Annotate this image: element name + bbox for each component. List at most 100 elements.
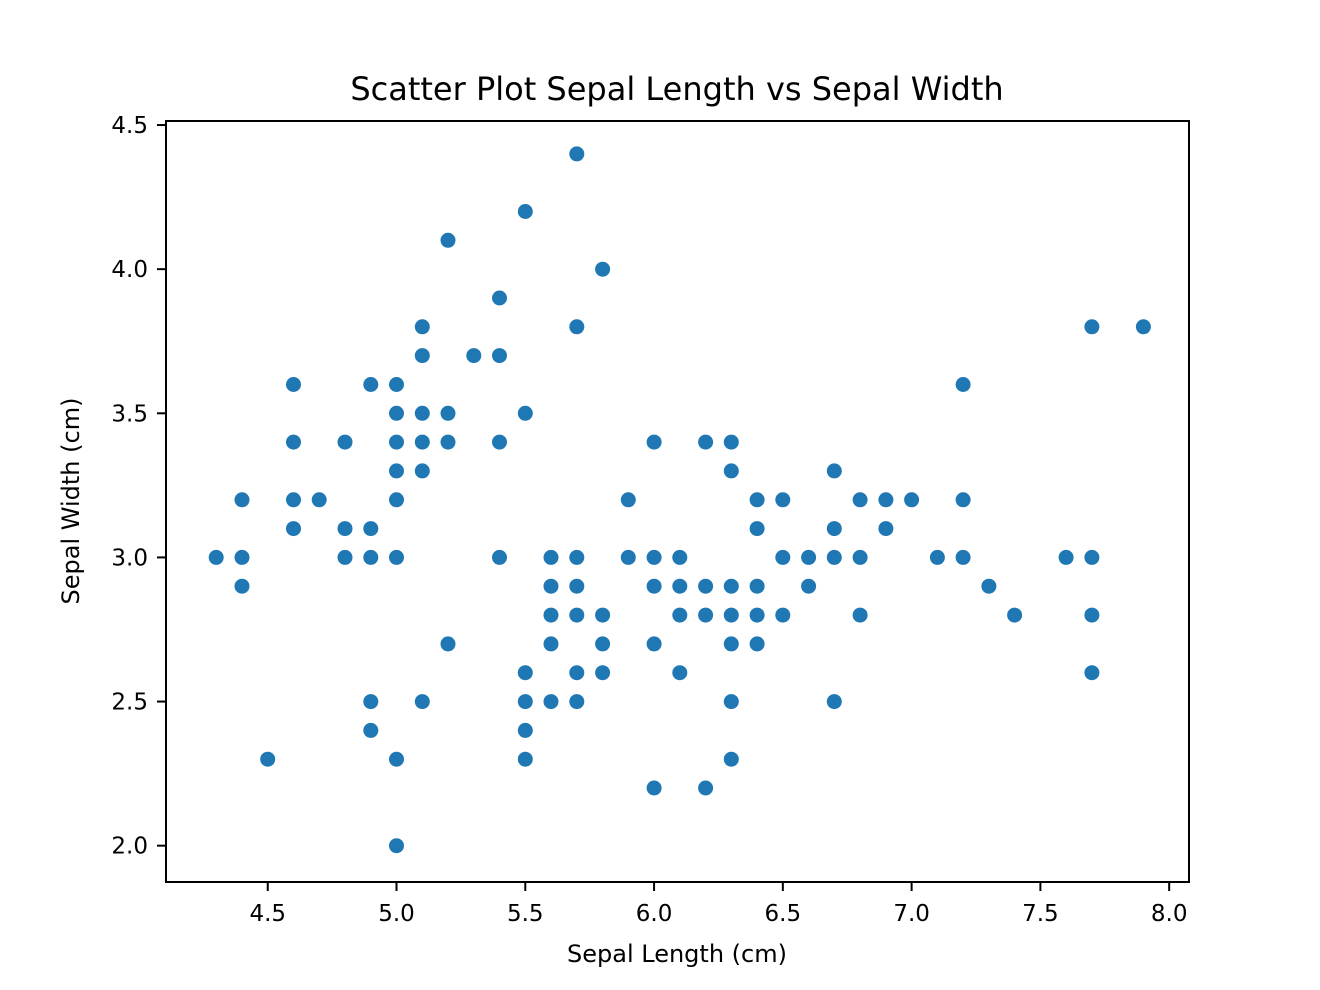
data-point	[286, 377, 301, 392]
data-point	[801, 549, 817, 565]
data-point	[440, 405, 456, 421]
data-point	[363, 549, 379, 565]
data-point	[672, 607, 688, 623]
data-point	[981, 578, 997, 594]
data-point	[749, 607, 765, 623]
data-point	[1007, 607, 1023, 623]
data-point	[414, 348, 430, 364]
y-tick-label: 2.0	[111, 834, 148, 860]
x-tick-label: 4.5	[249, 901, 286, 927]
data-point	[517, 405, 533, 421]
data-point	[543, 607, 559, 623]
data-point	[801, 578, 817, 594]
data-point	[414, 434, 430, 450]
x-tick-label: 6.0	[636, 901, 673, 927]
data-point	[826, 549, 842, 565]
data-point	[517, 694, 533, 710]
data-point	[595, 636, 611, 652]
data-point	[646, 636, 662, 652]
data-point	[723, 434, 739, 450]
data-point	[672, 665, 688, 681]
y-axis-label: Sepal Width (cm)	[57, 398, 85, 605]
data-point	[543, 549, 559, 565]
data-point	[234, 492, 250, 508]
data-point	[852, 492, 868, 508]
data-point	[337, 521, 353, 537]
data-point	[723, 607, 739, 623]
data-point	[723, 578, 739, 594]
data-point	[698, 434, 714, 450]
data-point	[337, 549, 353, 565]
data-point	[569, 578, 585, 594]
data-point	[569, 607, 585, 623]
data-point	[723, 694, 739, 710]
data-point	[698, 607, 714, 623]
data-point	[466, 348, 482, 364]
data-point	[1084, 665, 1100, 681]
data-point	[646, 780, 662, 796]
data-point	[1084, 319, 1100, 335]
data-point	[414, 694, 430, 710]
data-point	[595, 261, 611, 277]
data-point	[672, 549, 688, 565]
axes-frame	[165, 120, 1190, 883]
data-point	[234, 549, 250, 565]
data-point	[1084, 607, 1100, 623]
data-point	[389, 405, 404, 421]
data-point	[620, 492, 636, 508]
data-point	[543, 694, 559, 710]
y-tick-label: 4.5	[111, 113, 148, 139]
data-point	[440, 232, 456, 248]
data-point	[749, 636, 765, 652]
data-point	[517, 665, 533, 681]
y-axis-ticks: 2.0 2.5 3.0 3.5 4.0 4.5	[111, 113, 166, 860]
x-axis-ticks: 4.5 5.0 5.5 6.0 6.5 7.0 7.5 8.0	[249, 882, 1187, 927]
data-point	[363, 377, 379, 392]
data-point	[389, 463, 404, 479]
data-point	[569, 319, 585, 335]
data-point	[1084, 549, 1100, 565]
data-point	[363, 521, 379, 537]
data-point	[569, 694, 585, 710]
data-point	[389, 838, 404, 854]
x-tick-label: 5.0	[378, 901, 415, 927]
data-point	[569, 665, 585, 681]
data-point	[723, 636, 739, 652]
data-point	[414, 319, 430, 335]
data-point	[646, 434, 662, 450]
data-point	[311, 492, 327, 508]
data-point	[775, 549, 791, 565]
data-point	[852, 607, 868, 623]
data-point	[878, 521, 894, 537]
data-point	[337, 434, 353, 450]
data-point	[1058, 549, 1074, 565]
data-point	[389, 751, 404, 767]
data-point	[595, 665, 611, 681]
x-tick-label: 6.5	[765, 901, 802, 927]
y-tick-label: 4.0	[111, 257, 148, 283]
x-tick-label: 8.0	[1151, 901, 1188, 927]
data-point	[620, 549, 636, 565]
x-tick-label: 7.5	[1022, 901, 1059, 927]
data-point	[492, 549, 507, 565]
data-point	[389, 492, 404, 508]
data-point	[517, 204, 533, 219]
data-point	[929, 549, 945, 565]
data-point	[749, 492, 765, 508]
data-point	[414, 405, 430, 421]
data-point	[852, 549, 868, 565]
y-tick-label: 3.0	[111, 545, 148, 571]
data-point	[595, 607, 611, 623]
data-point	[878, 492, 894, 508]
data-point	[749, 521, 765, 537]
data-point	[517, 751, 533, 767]
data-point	[440, 636, 456, 652]
y-tick-label: 2.5	[111, 690, 148, 716]
data-point	[904, 492, 920, 508]
data-point	[646, 578, 662, 594]
data-point	[543, 636, 559, 652]
data-point	[389, 434, 404, 450]
data-point	[723, 751, 739, 767]
